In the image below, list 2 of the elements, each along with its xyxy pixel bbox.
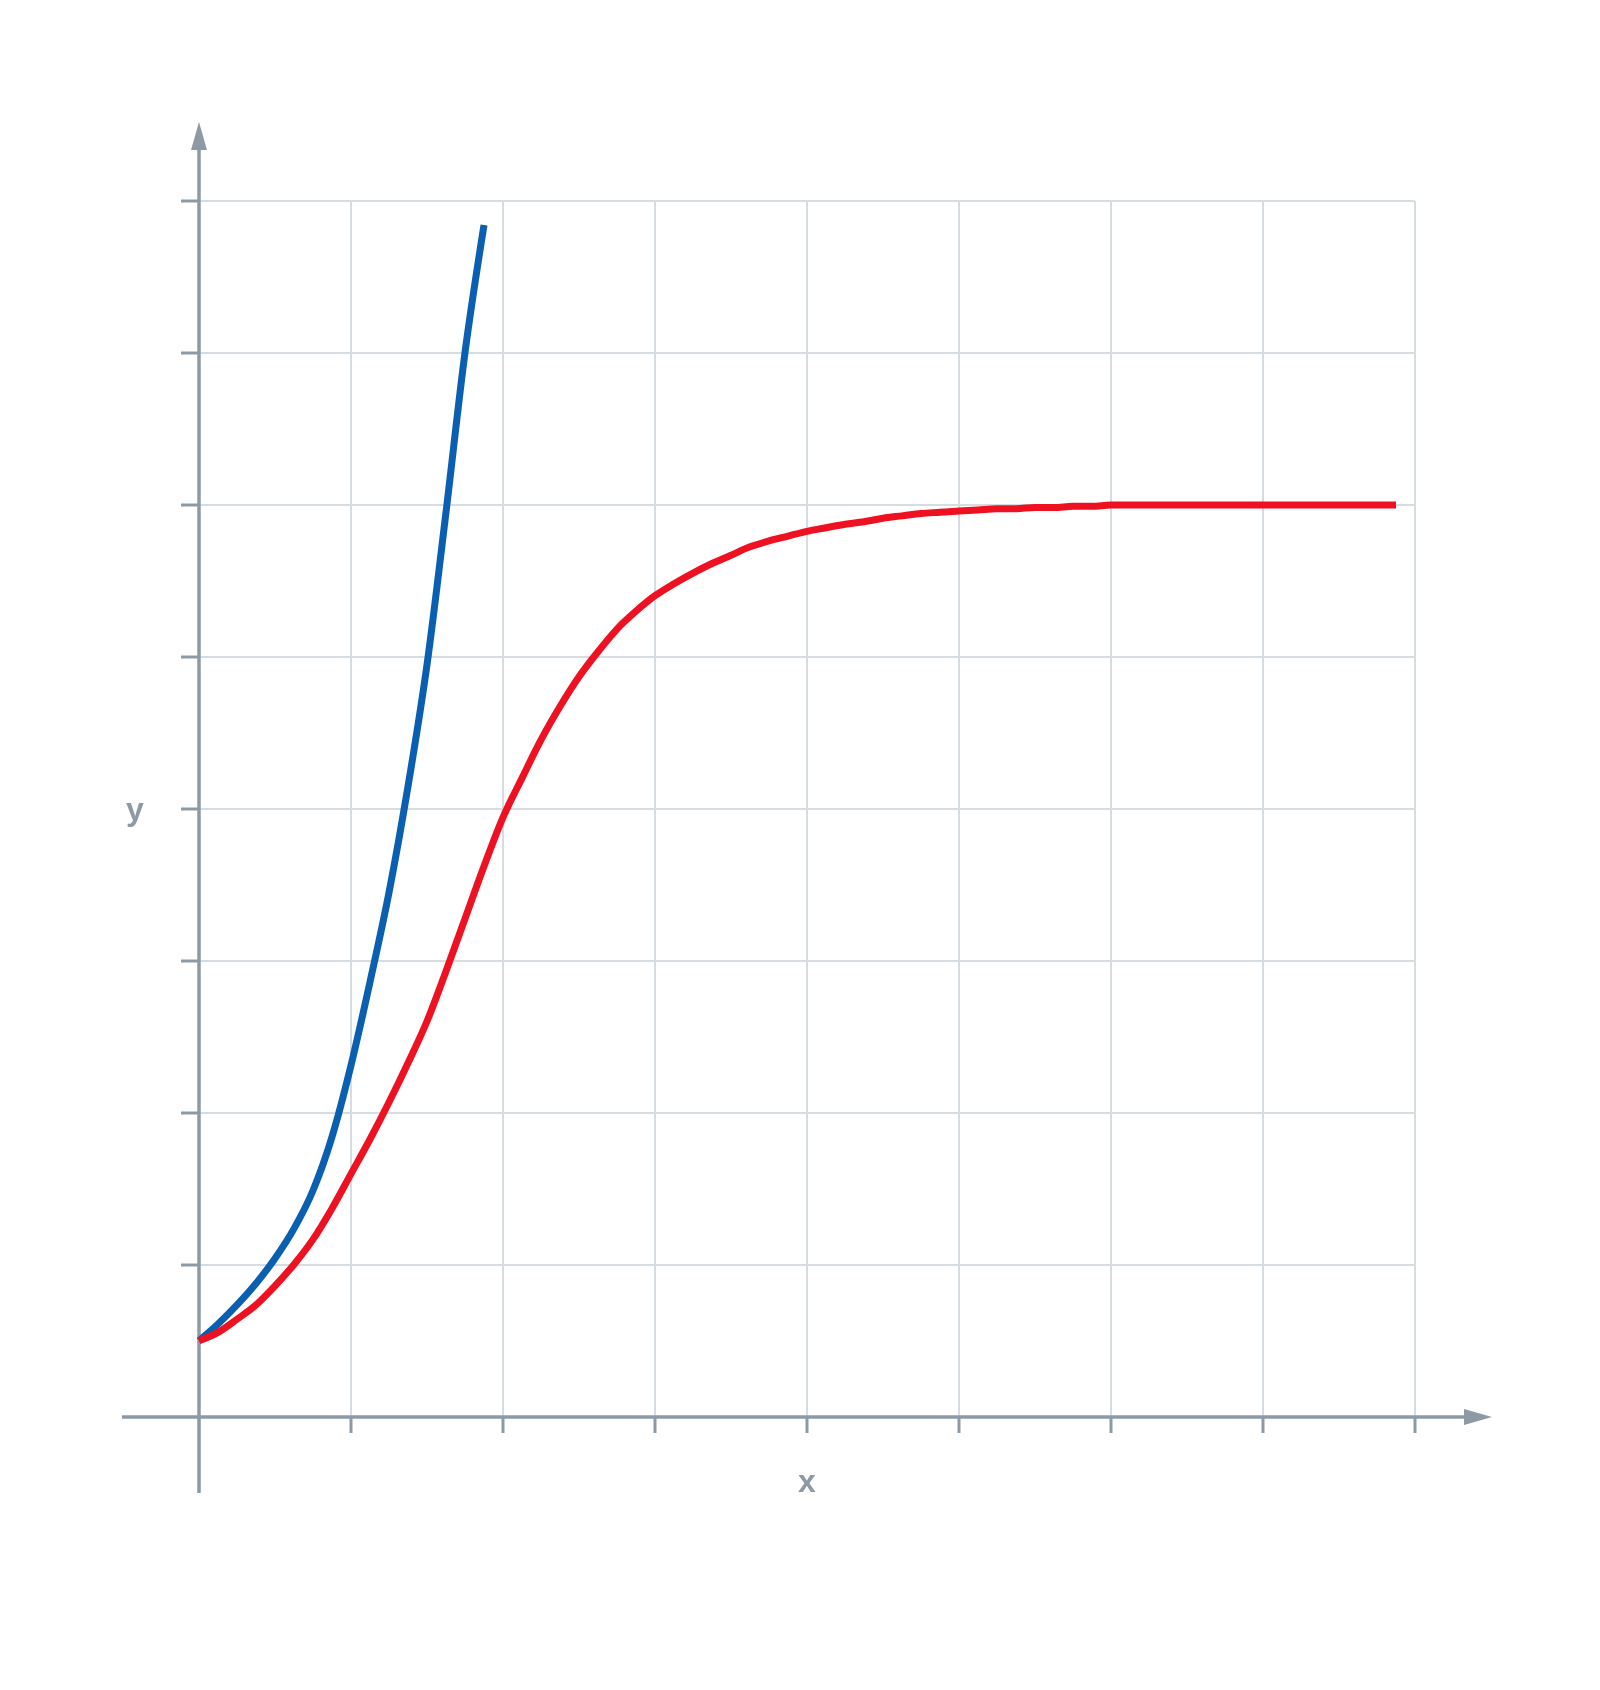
x-axis-title: x: [798, 1463, 817, 1499]
y-axis-title: y: [126, 791, 145, 827]
